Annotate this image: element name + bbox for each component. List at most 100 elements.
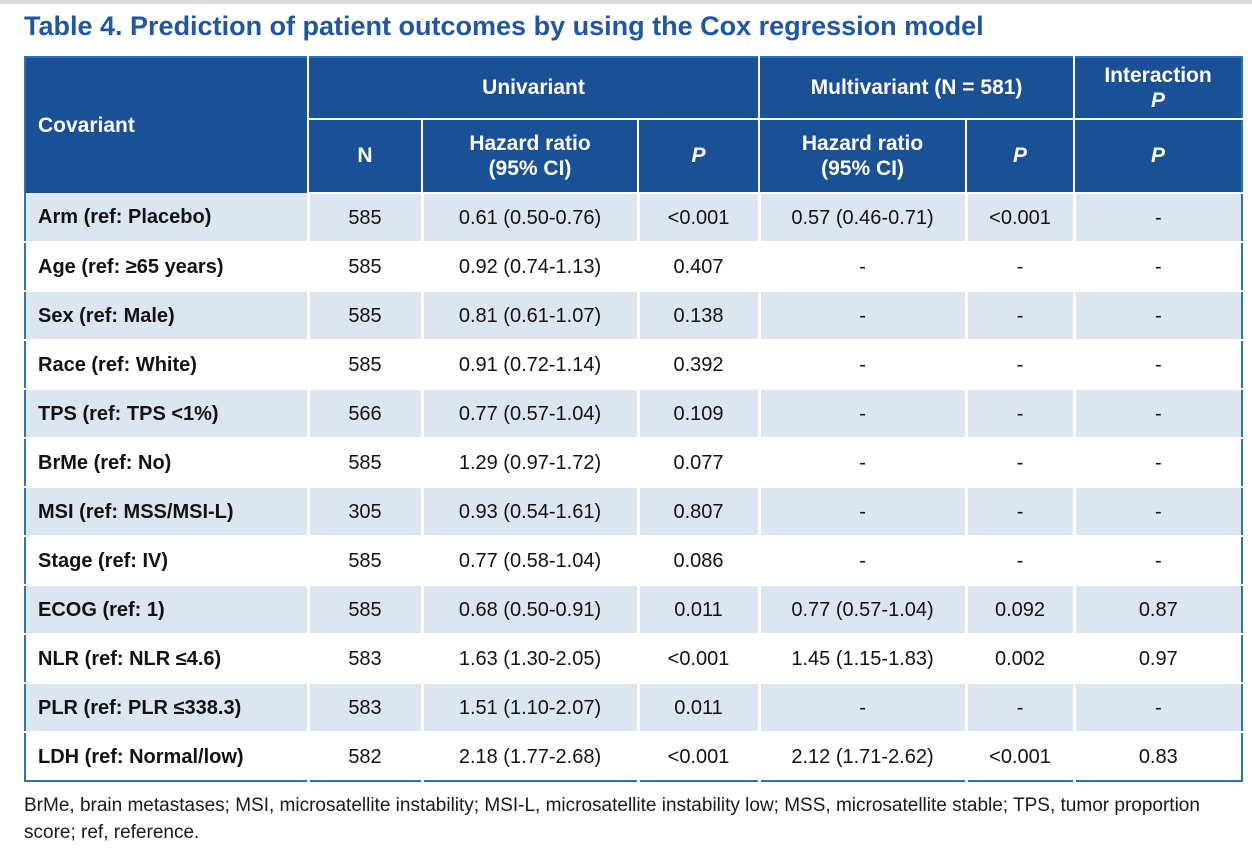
p-univariant-cell: 0.407 — [638, 242, 761, 292]
hr-univariant-cell: 1.63 (1.30-2.05) — [422, 634, 640, 684]
p-multivariant-cell: - — [966, 438, 1076, 488]
header-covariant: Covariant — [25, 57, 309, 193]
table-row: MSI (ref: MSS/MSI-L) 305 0.93 (0.54-1.61… — [25, 487, 1243, 537]
p-univariant-cell: 0.392 — [638, 340, 761, 390]
header-n: N — [308, 119, 423, 194]
footnote: BrMe, brain metastases; MSI, microsatell… — [24, 795, 1200, 843]
table-row: BrMe (ref: No) 585 1.29 (0.97-1.72) 0.07… — [25, 438, 1243, 488]
header-interaction-p-label: P — [1151, 89, 1166, 112]
hr-univariant-cell: 0.81 (0.61-1.07) — [422, 291, 640, 341]
p-interaction-cell: - — [1074, 242, 1243, 292]
p-multivariant-cell: - — [966, 487, 1076, 537]
p-interaction-cell: - — [1074, 340, 1243, 390]
hr-multivariant-cell: - — [759, 389, 968, 439]
covariant-cell: BrMe (ref: No) — [25, 438, 310, 488]
n-cell: 585 — [308, 193, 424, 243]
p-multivariant-cell: <0.001 — [966, 732, 1076, 781]
covariant-cell: Stage (ref: IV) — [25, 536, 310, 586]
table-title: Table 4. Prediction of patient outcomes … — [24, 11, 984, 41]
table-row: NLR (ref: NLR ≤4.6) 583 1.63 (1.30-2.05)… — [25, 634, 1243, 684]
p-interaction-cell: 0.87 — [1074, 585, 1243, 635]
header-multivariant-group: Multivariant (N = 581) — [759, 57, 1076, 120]
p-univariant-cell: 0.138 — [638, 291, 761, 341]
n-cell: 566 — [308, 389, 424, 439]
hr-multivariant-cell: - — [759, 242, 968, 292]
hr-univariant-cell: 0.91 (0.72-1.14) — [422, 340, 640, 390]
p-interaction-cell: - — [1074, 291, 1243, 341]
table-body: Arm (ref: Placebo) 585 0.61 (0.50-0.76) … — [25, 193, 1243, 781]
covariant-cell: Race (ref: White) — [25, 340, 310, 390]
n-cell: 583 — [308, 634, 424, 684]
hr-multivariant-cell: 0.57 (0.46-0.71) — [759, 193, 968, 243]
hr-univariant-cell: 0.61 (0.50-0.76) — [422, 193, 640, 243]
covariant-cell: TPS (ref: TPS <1%) — [25, 389, 310, 439]
table-row: LDH (ref: Normal/low) 582 2.18 (1.77-2.6… — [25, 732, 1243, 781]
table-row: Age (ref: ≥65 years) 585 0.92 (0.74-1.13… — [25, 242, 1243, 292]
covariant-cell: PLR (ref: PLR ≤338.3) — [25, 683, 310, 733]
n-cell: 585 — [308, 340, 424, 390]
table-row: Race (ref: White) 585 0.91 (0.72-1.14) 0… — [25, 340, 1243, 390]
p-univariant-cell: 0.077 — [638, 438, 761, 488]
table-row: PLR (ref: PLR ≤338.3) 583 1.51 (1.10-2.0… — [25, 683, 1243, 733]
p-interaction-cell: - — [1074, 536, 1243, 586]
p-univariant-cell: 0.109 — [638, 389, 761, 439]
p-interaction-cell: - — [1074, 389, 1243, 439]
header-p-univariant: P — [638, 119, 761, 194]
p-multivariant-cell: 0.092 — [966, 585, 1076, 635]
covariant-cell: Sex (ref: Male) — [25, 291, 310, 341]
hr-multivariant-cell: 0.77 (0.57-1.04) — [759, 585, 968, 635]
n-cell: 585 — [308, 585, 424, 635]
hr-multivariant-cell: - — [759, 291, 968, 341]
p-univariant-cell: 0.011 — [638, 585, 761, 635]
hr-univariant-cell: 0.93 (0.54-1.61) — [422, 487, 640, 537]
table-row: Sex (ref: Male) 585 0.81 (0.61-1.07) 0.1… — [25, 291, 1243, 341]
p-multivariant-cell: - — [966, 291, 1076, 341]
hr-multivariant-cell: - — [759, 438, 968, 488]
n-cell: 305 — [308, 487, 424, 537]
hr-univariant-cell: 0.77 (0.57-1.04) — [422, 389, 640, 439]
covariant-cell: ECOG (ref: 1) — [25, 585, 310, 635]
header-group-row: Covariant Univariant Multivariant (N = 5… — [25, 57, 1243, 193]
p-interaction-cell: 0.83 — [1074, 732, 1243, 781]
hr-univariant-cell: 0.77 (0.58-1.04) — [422, 536, 640, 586]
covariant-cell: LDH (ref: Normal/low) — [25, 732, 310, 781]
hr-multivariant-cell: - — [759, 683, 968, 733]
table-header: Covariant Univariant Multivariant (N = 5… — [25, 57, 1243, 194]
p-univariant-cell: <0.001 — [638, 634, 761, 684]
n-cell: 585 — [308, 536, 424, 586]
p-multivariant-cell: - — [966, 683, 1076, 733]
p-univariant-cell: <0.001 — [638, 193, 761, 243]
table-row: ECOG (ref: 1) 585 0.68 (0.50-0.91) 0.011… — [25, 585, 1243, 635]
table-row: TPS (ref: TPS <1%) 566 0.77 (0.57-1.04) … — [25, 389, 1243, 439]
p-univariant-cell: 0.011 — [638, 683, 761, 733]
covariant-cell: Arm (ref: Placebo) — [25, 193, 310, 243]
p-univariant-cell: 0.086 — [638, 536, 761, 586]
header-interaction-group: Interaction P — [1074, 57, 1243, 120]
header-p-multivariant: P — [966, 119, 1076, 194]
header-hazard-ratio-multivariant: Hazard ratio (95% CI) — [759, 119, 968, 194]
hr-multivariant-cell: 2.12 (1.71-2.62) — [759, 732, 968, 781]
hr-multivariant-cell: - — [759, 536, 968, 586]
covariant-cell: Age (ref: ≥65 years) — [25, 242, 310, 292]
hr-univariant-cell: 2.18 (1.77-2.68) — [422, 732, 640, 781]
hr-multivariant-cell: - — [759, 340, 968, 390]
p-interaction-cell: - — [1074, 487, 1243, 537]
table-row: Arm (ref: Placebo) 585 0.61 (0.50-0.76) … — [25, 193, 1243, 243]
p-interaction-cell: - — [1074, 683, 1243, 733]
p-multivariant-cell: - — [966, 389, 1076, 439]
header-sub-row: N Hazard ratio (95% CI) P Hazard ratio (… — [25, 119, 1243, 194]
p-interaction-cell: - — [1074, 193, 1243, 243]
p-multivariant-cell: <0.001 — [966, 193, 1076, 243]
n-cell: 585 — [308, 291, 424, 341]
covariant-cell: MSI (ref: MSS/MSI-L) — [25, 487, 310, 537]
p-multivariant-cell: - — [966, 340, 1076, 390]
covariant-cell: NLR (ref: NLR ≤4.6) — [25, 634, 310, 684]
page-top-edge — [0, 0, 1252, 4]
hr-multivariant-cell: 1.45 (1.15-1.83) — [759, 634, 968, 684]
header-univariant-group: Univariant — [308, 57, 761, 120]
hr-univariant-cell: 0.68 (0.50-0.91) — [422, 585, 640, 635]
header-hazard-ratio-univariant: Hazard ratio (95% CI) — [422, 119, 639, 194]
hr-univariant-cell: 0.92 (0.74-1.13) — [422, 242, 640, 292]
p-univariant-cell: 0.807 — [638, 487, 761, 537]
